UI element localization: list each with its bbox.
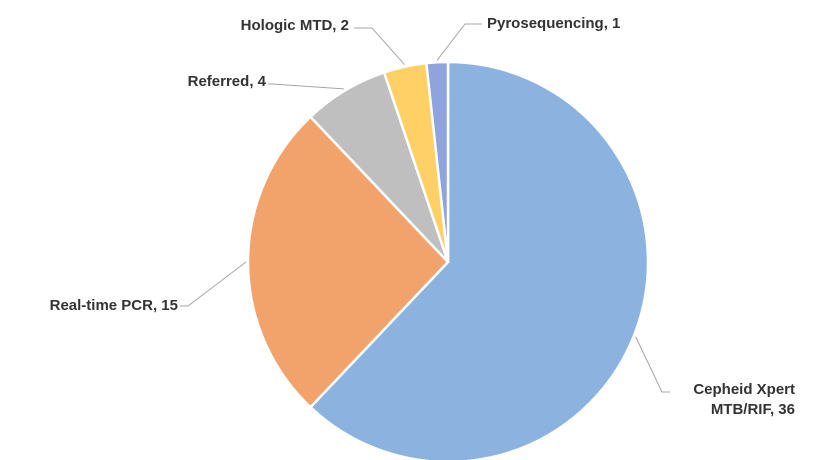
pie-slice	[308, 60, 650, 460]
data-label: Hologic MTD, 2	[240, 17, 349, 34]
data-label: Real-time PCR, 15	[49, 297, 178, 314]
pie-slice	[246, 115, 450, 409]
data-label: Cepheid Xpert MTB/RIF, 36	[693, 381, 795, 418]
pie-slice	[424, 60, 450, 263]
leader-line	[180, 261, 247, 307]
data-label: Referred, 4	[187, 73, 266, 90]
leader-line	[268, 83, 344, 90]
data-label: Pyrosequencing, 1	[487, 15, 621, 32]
leader-line	[436, 23, 482, 61]
leader-line	[354, 27, 405, 66]
leader-line	[635, 336, 670, 393]
